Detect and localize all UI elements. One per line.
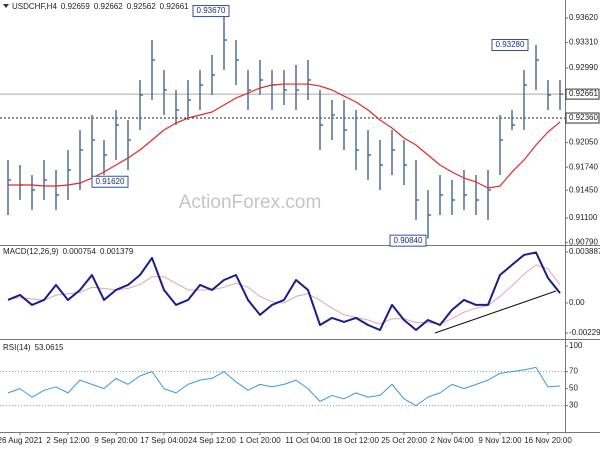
panel-header: MACD(12,26,9) 0.000754 0.001379 — [3, 247, 134, 256]
x-tick-label: 18 Oct 12:00 — [333, 436, 379, 445]
y-tick-label: 0.90790 — [569, 238, 598, 247]
x-tick-label: 1 Oct 20:00 — [239, 436, 281, 445]
annotation-label: 0.91620 — [96, 177, 125, 186]
moving-average — [8, 83, 561, 189]
annotation-label: 0.93670 — [197, 6, 226, 15]
panel-title: USDCHF,H4 — [12, 2, 57, 11]
header-value: 0.92662 — [94, 2, 123, 11]
header-value: 0.000754 — [63, 247, 97, 256]
y-tick-label: 100 — [569, 341, 583, 350]
x-tick-label: 2 Nov 04:00 — [430, 436, 474, 445]
x-tick-label: 25 Oct 20:00 — [381, 436, 427, 445]
y-tick-label: 0.92990 — [569, 63, 598, 72]
header-value: 0.92562 — [127, 2, 156, 11]
level-box — [565, 112, 600, 124]
header-value: 0.001379 — [100, 247, 134, 256]
y-tick-label: 0.00 — [569, 298, 585, 307]
header-value: 0.92661 — [160, 2, 189, 11]
annotation-box — [192, 5, 230, 18]
y-tick-label: 0.93620 — [569, 13, 598, 22]
series-line — [7, 251, 561, 331]
last-price-label: 0.92661 — [569, 89, 598, 98]
panel-title: MACD(12,26,9) — [3, 247, 59, 256]
series-line — [7, 366, 561, 407]
annotation-box — [91, 175, 129, 188]
annotation-box — [491, 39, 529, 51]
y-tick-label: 0.003887 — [569, 247, 600, 256]
x-tick-label: 2 Sep 12:00 — [46, 436, 90, 445]
watermark: ActionForex.com — [179, 192, 322, 213]
series-line — [7, 264, 561, 325]
annotation-box — [389, 234, 427, 247]
y-tick-label: 30 — [569, 401, 578, 410]
x-tick-label: 9 Sep 20:00 — [94, 436, 138, 445]
y-tick-label: 50 — [569, 384, 578, 393]
y-tick-label: 0.92050 — [569, 138, 598, 147]
x-tick-label: 26 Aug 2021 — [0, 436, 43, 445]
panel-header: RSI(14) 53.0615 — [3, 343, 64, 352]
x-tick-label: 11 Oct 04:00 — [285, 436, 331, 445]
level-label: 0.92360 — [569, 113, 598, 122]
annotation-label: 0.93280 — [496, 40, 525, 49]
y-tick-label: -0.002294 — [569, 328, 600, 337]
panel-header: USDCHF,H4 0.92659 0.92662 0.92562 0.92661 — [12, 2, 189, 11]
x-tick-label: 17 Sep 04:00 — [140, 436, 188, 445]
header-value: 53.0615 — [35, 343, 64, 352]
menu-icon — [3, 4, 9, 8]
y-tick-label: 70 — [569, 367, 578, 376]
header-value: 0.92659 — [61, 2, 90, 11]
y-tick-label: 0.91740 — [569, 162, 598, 171]
y-tick-label: 0.91450 — [569, 185, 598, 194]
annotation-label: 0.90840 — [394, 236, 423, 245]
y-tick-label: 0.93310 — [569, 38, 598, 47]
x-tick-label: 16 Nov 20:00 — [524, 436, 572, 445]
y-tick-label: 0.91100 — [569, 213, 598, 222]
x-tick-label: 9 Nov 12:00 — [478, 436, 522, 445]
x-tick-label: 24 Sep 12:00 — [188, 436, 236, 445]
panel-title: RSI(14) — [3, 343, 31, 352]
trend-line — [434, 290, 557, 334]
last-price-box — [565, 88, 600, 100]
